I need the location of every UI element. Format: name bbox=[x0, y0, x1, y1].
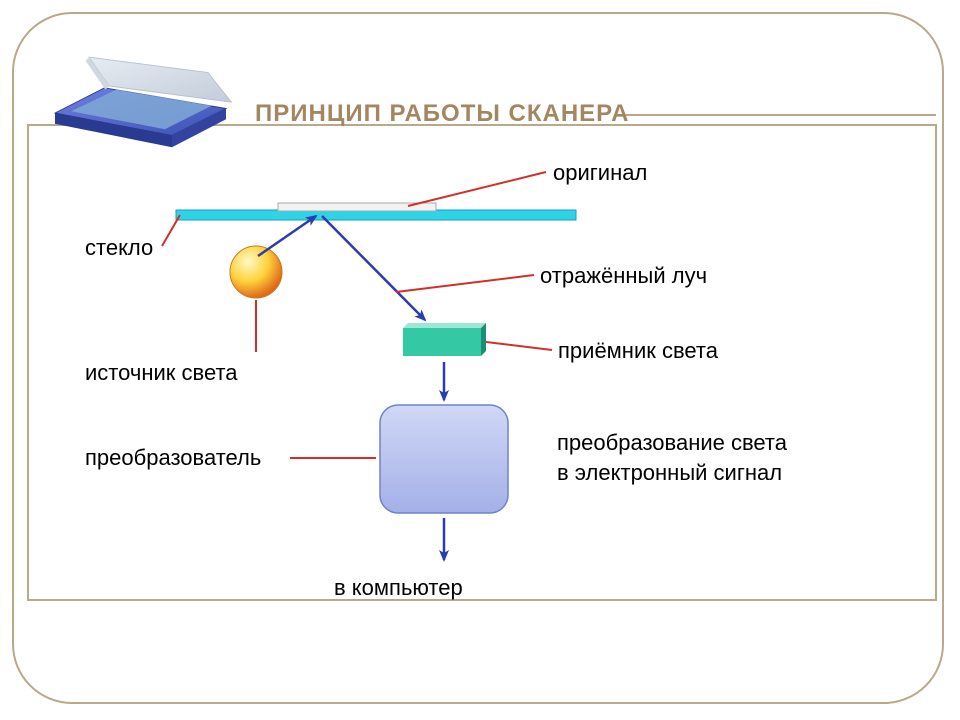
receiver-box bbox=[403, 323, 486, 356]
label-to-computer: в компьютер bbox=[334, 575, 463, 601]
light-source-sphere bbox=[230, 246, 282, 298]
leader-reflected bbox=[396, 275, 534, 292]
scanner-icon bbox=[55, 57, 231, 147]
label-conversion-l2: в электронный сигнал bbox=[557, 460, 782, 486]
label-converter: преобразователь bbox=[85, 445, 261, 471]
diagram-title: ПРИНЦИП РАБОТЫ СКАНЕРА bbox=[255, 100, 629, 128]
label-light-receiver: приёмник света bbox=[558, 338, 718, 364]
label-original: оригинал bbox=[553, 160, 647, 186]
label-reflected-ray: отражённый луч bbox=[540, 263, 707, 289]
leader-original bbox=[408, 172, 546, 206]
leader-glass bbox=[162, 215, 180, 246]
label-glass: стекло bbox=[85, 235, 153, 261]
arrow-incident bbox=[258, 216, 316, 256]
arrow-reflected bbox=[322, 216, 425, 320]
leader-receiver bbox=[486, 342, 552, 350]
converter-box bbox=[380, 405, 508, 513]
label-light-source: источник света bbox=[85, 360, 238, 386]
label-conversion-l1: преобразование света bbox=[557, 430, 787, 456]
